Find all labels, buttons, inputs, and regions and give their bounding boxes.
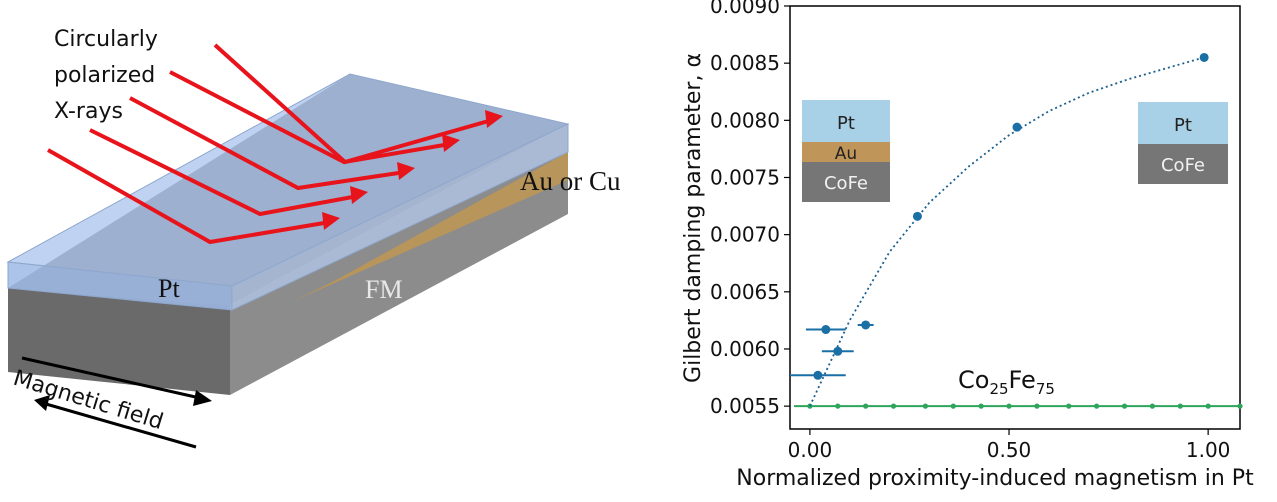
reference-marker xyxy=(1121,403,1128,409)
xray-beams xyxy=(47,43,493,245)
y-tick-label: 0.0080 xyxy=(710,108,780,132)
y-tick-label: 0.0065 xyxy=(710,280,780,304)
y-tick-label: 0.0075 xyxy=(710,165,780,189)
data-point xyxy=(813,370,823,380)
data-point xyxy=(1012,122,1022,132)
data-point xyxy=(912,211,922,221)
reference-marker xyxy=(1066,403,1072,409)
plot-frame xyxy=(789,5,1241,430)
y-tick-label: 0.0090 xyxy=(710,0,780,18)
reference-marker xyxy=(978,403,984,409)
x-axis-ticks: 0.00 0.50 1.00 xyxy=(788,429,1231,462)
xray-arrowhead xyxy=(322,212,340,230)
series-co25fe75 xyxy=(794,403,1243,409)
pt-label: Pt xyxy=(158,274,180,303)
stack-left-au: Au xyxy=(835,144,857,164)
xray-label-line-1: Circularly xyxy=(54,27,158,52)
reference-marker xyxy=(863,403,869,409)
reference-marker xyxy=(1149,403,1155,409)
xray-arrowheads xyxy=(322,110,503,230)
y-tick-label: 0.0055 xyxy=(710,394,780,418)
stack-left-cofe: CoFe xyxy=(824,173,868,194)
xray-arrowhead xyxy=(485,110,503,128)
x-axis-label: Normalized proximity-induced magnetism i… xyxy=(736,466,1254,491)
stack-right-pt: Pt xyxy=(1174,115,1192,136)
xray-beam xyxy=(213,43,493,165)
sample-schematic: Circularly polarized X-rays Pt FM Au or … xyxy=(6,27,621,449)
reference-marker xyxy=(950,403,956,409)
fit-curve xyxy=(809,56,1205,407)
xray-beam xyxy=(89,128,359,217)
xray-beam xyxy=(129,96,406,191)
xray-beam xyxy=(47,148,331,245)
pt-layer-side xyxy=(231,123,569,311)
stack-left-pt: Pt xyxy=(837,113,855,134)
xray-arrowhead xyxy=(350,186,368,204)
xray-arrowhead xyxy=(442,134,460,152)
x-tick-label: 0.50 xyxy=(987,438,1032,462)
y-axis-label: Gilbert damping parameter, α xyxy=(681,53,706,383)
reference-marker xyxy=(835,403,841,409)
reference-marker xyxy=(890,403,897,409)
reference-marker xyxy=(1205,403,1211,409)
stack-inset-left: Pt Au CoFe xyxy=(802,100,890,202)
y-tick-label: 0.0085 xyxy=(710,51,780,75)
y-tick-label: 0.0070 xyxy=(710,223,780,247)
data-point xyxy=(1199,52,1209,62)
reference-marker xyxy=(1177,403,1183,409)
data-point xyxy=(821,325,831,335)
reference-marker xyxy=(1006,403,1012,409)
reference-marker xyxy=(1094,403,1100,409)
x-tick-label: 0.00 xyxy=(788,438,833,462)
fm-label: FM xyxy=(365,275,403,304)
xray-label-line-2: polarized xyxy=(54,63,155,88)
reference-label: Co25Fe75 xyxy=(958,366,1055,398)
xray-label-line-3: X-rays xyxy=(54,99,123,124)
xray-arrowhead xyxy=(397,162,415,180)
y-axis-ticks: 0.0055 0.0060 0.0065 0.0070 0.0075 0.0080 0.00… xyxy=(710,0,790,418)
reference-marker xyxy=(922,403,928,409)
spacer-label: Au or Cu xyxy=(520,166,621,196)
damping-chart: 0.0055 0.0060 0.0065 0.0070 0.0075 0.0080 0.00… xyxy=(681,0,1254,491)
y-tick-label: 0.0060 xyxy=(710,337,780,361)
series-measured xyxy=(790,52,1209,380)
data-point xyxy=(861,320,871,330)
reference-marker xyxy=(1237,403,1243,409)
field-arrows xyxy=(21,356,212,449)
data-point xyxy=(833,346,843,356)
x-tick-label: 1.00 xyxy=(1186,438,1231,462)
stack-inset-right: Pt CoFe xyxy=(1138,102,1228,184)
stack-right-cofe: CoFe xyxy=(1161,155,1205,176)
reference-marker xyxy=(1034,403,1040,409)
